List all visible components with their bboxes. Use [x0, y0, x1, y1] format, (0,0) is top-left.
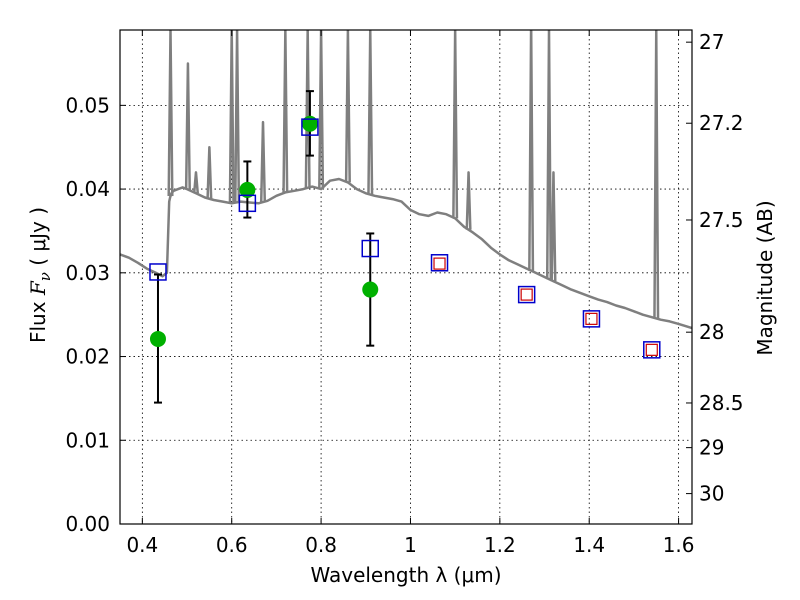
y2-tick-label: 28 — [699, 320, 724, 344]
y-tick-label: 0.01 — [65, 428, 110, 452]
emission-line — [344, 30, 351, 183]
emission-line — [452, 30, 459, 219]
model-point — [238, 194, 257, 213]
model-point-ir — [585, 312, 598, 325]
model-point-ir — [520, 288, 533, 301]
emission-line — [653, 30, 660, 319]
plot-frame — [119, 29, 693, 525]
y-axis-label: Flux Fν ( μJy ) — [26, 207, 54, 343]
emission-line — [282, 30, 289, 193]
y-tick-label: 0.02 — [65, 345, 110, 369]
y-tick-label: 0.04 — [65, 177, 110, 201]
observed-point — [362, 281, 379, 298]
model-point — [643, 341, 661, 359]
emission-line — [167, 30, 174, 197]
emission-line — [318, 30, 325, 190]
x-tick-label: 1.4 — [573, 533, 605, 557]
model-point-ir — [433, 257, 446, 270]
emission-line — [184, 62, 191, 190]
y2-tick-label: 27.5 — [699, 208, 744, 232]
observed-point — [239, 181, 256, 198]
emission-line — [367, 30, 374, 195]
data-layer — [120, 30, 692, 404]
emission-line — [550, 171, 557, 282]
emission-line — [192, 171, 200, 194]
y-tick-label: 0.05 — [65, 93, 110, 117]
model-point — [301, 118, 319, 136]
model-point — [517, 285, 536, 304]
emission-line — [206, 145, 213, 199]
grid-layer — [120, 30, 692, 525]
x-tick-label: 0.6 — [216, 533, 248, 557]
y2-axis-label: Magnitude (AB) — [753, 200, 777, 355]
y2-tick-label: 27.2 — [699, 111, 744, 135]
emission-line — [234, 30, 241, 203]
y2-tick-label: 28.5 — [699, 391, 744, 415]
model-point — [149, 263, 167, 281]
x-axis-label: Wavelength λ (μm) — [310, 563, 501, 587]
tick-layer: 0.4 0.6 0.8 1 1.2 1.4 1.6 0.00 0.01 0.02 0.03 0.04 0… — [65, 30, 744, 557]
model-point-ir — [645, 343, 658, 356]
observed-point — [149, 330, 166, 347]
emission-line — [545, 30, 553, 280]
y2-tick-label: 27 — [699, 30, 724, 54]
y-tick-label: 0.03 — [65, 261, 110, 285]
emission-line — [528, 30, 535, 271]
emission-line — [465, 171, 472, 230]
y2-tick-label: 30 — [699, 482, 724, 506]
emission-line — [228, 30, 235, 204]
model-point — [430, 254, 449, 272]
model-point — [582, 310, 601, 328]
model-point — [361, 239, 379, 258]
spectrum-line — [120, 177, 692, 330]
x-tick-label: 1 — [404, 533, 417, 557]
x-tick-label: 0.4 — [126, 533, 158, 557]
x-tick-label: 1.6 — [663, 533, 695, 557]
y2-tick-label: 29 — [699, 436, 724, 460]
emission-line — [259, 120, 267, 203]
x-tick-label: 0.8 — [305, 533, 337, 557]
observed-point — [301, 115, 318, 132]
x-tick-label: 1.2 — [484, 533, 516, 557]
y-tick-label: 0.00 — [65, 512, 110, 536]
